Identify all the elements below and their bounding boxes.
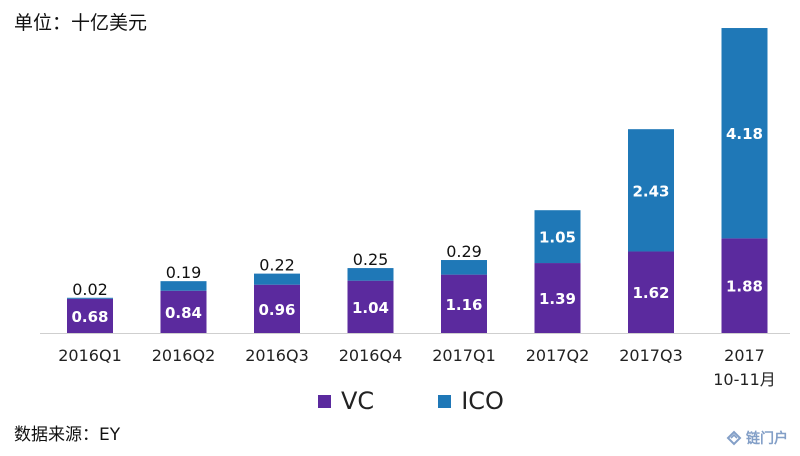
data-label-ico-7: 4.18 — [726, 125, 763, 143]
source-label: 数据来源：EY — [14, 425, 121, 445]
legend-label-ico: ICO — [461, 387, 504, 415]
bar-vc-4 — [441, 274, 487, 333]
watermark-text: 链门户 — [746, 431, 788, 447]
bar-vc-3 — [347, 280, 394, 333]
bar-ico-4 — [441, 260, 487, 275]
data-label-ico-1: 0.19 — [166, 263, 202, 282]
bar-vc-2 — [254, 284, 300, 333]
data-label-ico-3: 0.25 — [353, 250, 389, 269]
data-label-vc-0: 0.68 — [71, 308, 108, 326]
data-label-vc-3: 1.04 — [352, 299, 389, 317]
legend-label-vc: VC — [341, 387, 375, 415]
data-label-vc-5: 1.39 — [539, 290, 576, 308]
data-label-vc-4: 1.16 — [445, 296, 482, 314]
data-label-ico-4: 0.29 — [446, 242, 482, 261]
bar-vc-0 — [67, 298, 113, 333]
bar-ico-0 — [67, 297, 113, 299]
x-tick-label-4: 2017Q1 — [432, 346, 496, 365]
x-tick-label-1: 2016Q2 — [152, 346, 216, 365]
x-tick-label-2: 2016Q3 — [245, 346, 309, 365]
data-label-vc-6: 1.62 — [632, 284, 669, 302]
x-tick-label-5: 2017Q2 — [526, 346, 590, 365]
legend-swatch-vc — [318, 394, 331, 408]
stacked-bar-chart: 0.68 0.02 2016Q1 0.84 0.19 2016Q2 0.96 0.22 2016… — [40, 28, 790, 389]
unit-label: 单位：十亿美元 — [14, 12, 148, 34]
bar-vc-6 — [628, 251, 674, 333]
data-label-ico-2: 0.22 — [259, 256, 295, 275]
x-tick-label-7-line1: 10-11月 — [713, 370, 776, 389]
legend-item-ico: ICO — [438, 387, 504, 415]
bar-ico-5 — [534, 210, 581, 264]
x-tick-label-6: 2017Q3 — [619, 346, 683, 365]
bar-ico-7 — [721, 28, 768, 239]
data-label-vc-1: 0.84 — [165, 304, 202, 322]
bar-vc-1 — [160, 290, 207, 333]
watermark: 链门户 — [725, 428, 788, 448]
data-label-ico-5: 1.05 — [539, 229, 576, 247]
data-label-vc-2: 0.96 — [258, 301, 295, 319]
x-tick-label-7: 2017 — [724, 346, 765, 365]
bar-ico-6 — [628, 129, 674, 252]
data-label-vc-7: 1.88 — [726, 278, 763, 296]
x-tick-label-3: 2016Q4 — [339, 346, 403, 365]
chain-logo-icon — [726, 430, 742, 446]
legend-swatch-ico — [438, 394, 452, 408]
x-tick-label-0: 2016Q1 — [58, 346, 122, 365]
bar-ico-1 — [160, 281, 207, 291]
bar-vc-5 — [534, 263, 581, 333]
data-label-ico-6: 2.43 — [632, 182, 669, 200]
bar-vc-7 — [721, 238, 768, 333]
bar-ico-2 — [254, 273, 300, 285]
data-label-ico-0: 0.02 — [72, 280, 108, 299]
bar-ico-3 — [347, 268, 394, 281]
legend-item-vc: VC — [318, 387, 374, 415]
legend: VC ICO — [318, 386, 504, 416]
